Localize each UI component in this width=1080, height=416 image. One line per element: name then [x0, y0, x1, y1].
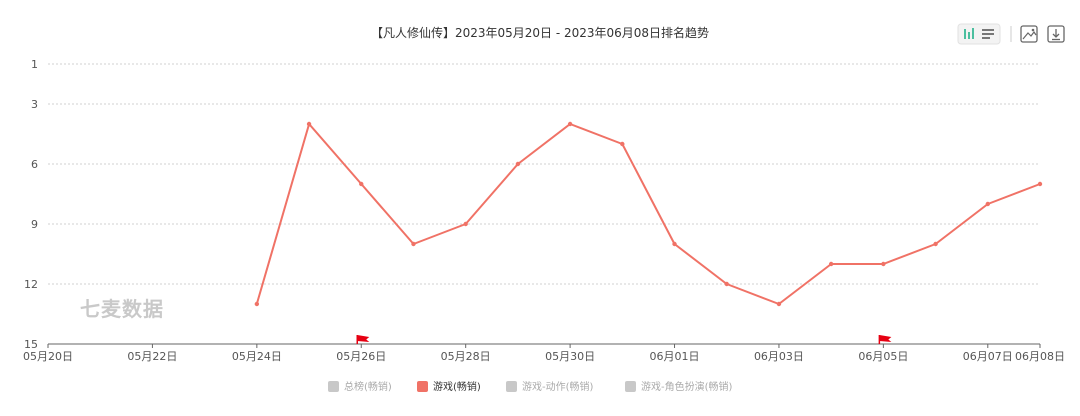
legend: 总榜(畅销) 游戏(畅销) 游戏-动作(畅销) 游戏-角色扮演(畅销) [328, 380, 733, 393]
y-tick-label: 12 [24, 278, 38, 291]
y-axis-ticks: 1 3 6 9 12 15 [24, 58, 38, 351]
legend-item[interactable]: 游戏(畅销) [417, 380, 481, 393]
y-tick-label: 3 [31, 98, 38, 111]
data-point[interactable] [567, 121, 573, 127]
legend-label: 游戏(畅销) [433, 380, 481, 393]
x-tick-label: 05月22日 [127, 350, 177, 363]
data-point[interactable] [724, 281, 729, 287]
data-point[interactable] [620, 141, 625, 147]
x-axis-ticks: 05月20日 05月22日 05月24日 05月26日 05月28日 05月30日 06月0… [23, 344, 1065, 363]
data-point[interactable] [411, 241, 416, 247]
legend-label: 游戏-角色扮演(畅销) [641, 380, 733, 393]
data-point[interactable] [933, 241, 938, 247]
legend-item[interactable]: 游戏-角色扮演(畅销) [625, 380, 733, 393]
x-tick-label: 05月30日 [545, 350, 595, 363]
flag-markers[interactable] [356, 335, 892, 344]
watermark: 七麦数据 [80, 297, 164, 321]
legend-swatch [417, 381, 428, 392]
legend-item[interactable]: 总榜(畅销) [328, 380, 392, 393]
legend-label: 游戏-动作(畅销) [522, 380, 594, 393]
data-point[interactable] [881, 261, 886, 267]
legend-swatch [328, 381, 339, 392]
data-point[interactable] [254, 301, 260, 307]
data-point[interactable] [463, 221, 468, 227]
list-icon[interactable] [982, 29, 994, 39]
data-point[interactable] [306, 121, 312, 127]
data-point[interactable] [672, 241, 677, 247]
download-icon[interactable] [1047, 25, 1065, 43]
series-layer [254, 121, 1043, 307]
x-tick-label: 05月26日 [336, 350, 386, 363]
legend-label: 总榜(畅销) [344, 380, 392, 393]
y-tick-label: 9 [31, 218, 38, 231]
y-tick-label: 15 [24, 338, 38, 351]
data-point[interactable] [515, 161, 521, 167]
grid-lines [48, 63, 1040, 345]
bar-chart-icon[interactable] [964, 28, 974, 39]
red-flag-icon[interactable] [878, 335, 892, 344]
x-tick-label: 05月20日 [23, 350, 73, 363]
chart-title: 【凡人修仙传】2023年05月20日 - 2023年06月08日排名趋势 [371, 25, 709, 40]
x-tick-label: 05月24日 [232, 350, 282, 363]
data-point[interactable] [1037, 181, 1043, 187]
y-tick-label: 1 [31, 58, 38, 71]
y-tick-label: 6 [31, 158, 38, 171]
red-flag-icon[interactable] [356, 335, 370, 344]
x-tick-label: 06月01日 [650, 350, 700, 363]
x-tick-label: 06月08日 [1015, 350, 1065, 363]
image-icon[interactable] [1020, 25, 1038, 43]
data-point[interactable] [828, 261, 834, 267]
x-tick-label: 05月28日 [441, 350, 491, 363]
legend-item[interactable]: 游戏-动作(畅销) [506, 380, 594, 393]
data-point[interactable] [776, 301, 782, 307]
series-line [255, 123, 1041, 305]
x-tick-label: 06月05日 [858, 350, 908, 363]
legend-swatch [625, 381, 636, 392]
data-point[interactable] [985, 201, 990, 207]
toolbar [957, 23, 1065, 45]
x-tick-label: 06月03日 [754, 350, 804, 363]
chart-view-toggle[interactable] [957, 23, 1001, 45]
x-tick-label: 06月07日 [963, 350, 1013, 363]
data-point[interactable] [359, 181, 364, 187]
legend-swatch [506, 381, 517, 392]
